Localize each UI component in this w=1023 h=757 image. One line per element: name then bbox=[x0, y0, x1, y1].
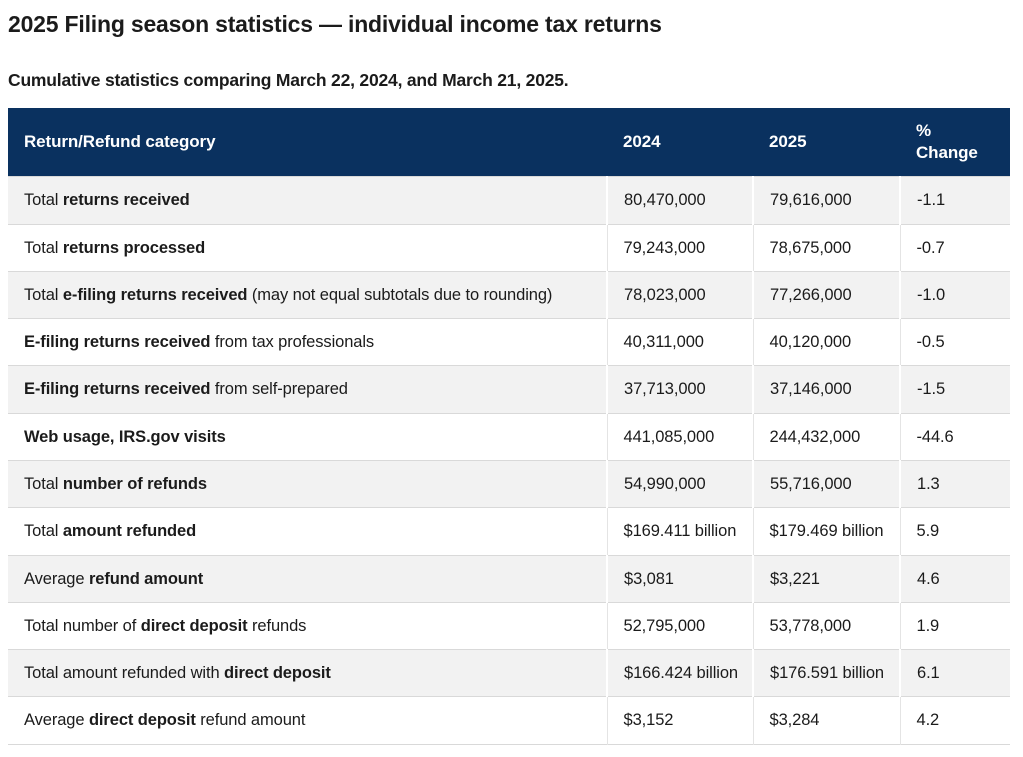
category-cell: Total e-filing returns received (may not… bbox=[8, 270, 607, 319]
category-text-segment: direct deposit bbox=[140, 616, 248, 635]
category-cell: Total returns received bbox=[8, 176, 607, 225]
table-row: Total amount refunded $169.411 billion $17… bbox=[8, 507, 1010, 556]
category-cell: Total number of refunds bbox=[8, 459, 607, 508]
value-2025-cell: 79,616,000 bbox=[752, 176, 900, 225]
percent-change-cell: -1.1 bbox=[899, 176, 1010, 225]
category-text-segment: Total bbox=[24, 475, 63, 493]
category-cell: Total returns processed bbox=[8, 223, 607, 272]
value-2025-cell: $3,221 bbox=[752, 554, 900, 603]
category-text-segment: refunds bbox=[247, 616, 307, 635]
percent-change-cell: 5.9 bbox=[899, 507, 1010, 556]
filing-statistics-table: Return/Refund category 2024 2025 % Chang… bbox=[8, 108, 1010, 745]
category-text-segment: e-filing returns received bbox=[62, 285, 248, 304]
percent-change-cell: 6.1 bbox=[899, 649, 1010, 697]
value-2025-cell: $179.469 billion bbox=[752, 507, 900, 556]
category-cell: Average direct deposit refund amount bbox=[8, 696, 607, 745]
table-header-row: Return/Refund category 2024 2025 % Chang… bbox=[8, 108, 1010, 177]
category-text-segment: Web usage, IRS.gov visits bbox=[24, 427, 226, 446]
value-2025-cell: 77,266,000 bbox=[752, 270, 900, 319]
percent-change-cell: -44.6 bbox=[899, 412, 1010, 461]
value-2025-cell: $176.591 billion bbox=[752, 649, 900, 697]
value-2024-cell: 79,243,000 bbox=[606, 223, 753, 272]
table-row: Total amount refunded with direct deposi… bbox=[8, 649, 1010, 697]
category-cell: Total number of direct deposit refunds bbox=[8, 601, 607, 650]
table-row: Total number of refunds 54,990,000 55,716,… bbox=[8, 459, 1010, 508]
category-text-segment: refund amount bbox=[195, 711, 306, 730]
category-text-segment: number of refunds bbox=[62, 475, 207, 493]
value-2025-cell: $3,284 bbox=[752, 696, 900, 745]
value-2024-cell: 78,023,000 bbox=[606, 270, 753, 319]
category-text-segment: Average bbox=[24, 711, 89, 730]
category-text-segment: Total number of bbox=[24, 616, 141, 635]
table-body: Total returns received 80,470,000 79,616,0… bbox=[8, 176, 1010, 745]
table-row: E-filing returns received from self-prep… bbox=[8, 365, 1010, 414]
value-2024-cell: 37,713,000 bbox=[606, 365, 753, 414]
category-text-segment: Total bbox=[24, 191, 63, 210]
category-cell: Total amount refunded with direct deposi… bbox=[8, 649, 607, 697]
value-2025-cell: 53,778,000 bbox=[752, 601, 900, 650]
category-text-segment: Total amount refunded with bbox=[24, 664, 225, 683]
value-2024-cell: $3,152 bbox=[606, 696, 753, 745]
value-2024-cell: 441,085,000 bbox=[606, 412, 753, 461]
percent-change-cell: -1.0 bbox=[899, 270, 1010, 319]
table-row: Web usage, IRS.gov visits 441,085,000 244,… bbox=[8, 412, 1010, 461]
table-row: Average refund amount $3,081 $3,221 4.6 bbox=[8, 554, 1010, 603]
page-subtitle: Cumulative statistics comparing March 22… bbox=[8, 69, 569, 90]
category-text-segment: Average bbox=[24, 569, 89, 588]
category-text-segment: from self-prepared bbox=[210, 380, 348, 399]
table-row: Total returns processed 79,243,000 78,675,… bbox=[8, 223, 1010, 272]
table-row: Average direct deposit refund amount $3,1… bbox=[8, 696, 1010, 745]
percent-change-cell: -0.5 bbox=[899, 318, 1010, 366]
percent-change-cell: -0.7 bbox=[899, 223, 1010, 272]
category-cell: Web usage, IRS.gov visits bbox=[8, 412, 607, 461]
value-2025-cell: 244,432,000 bbox=[752, 412, 900, 461]
category-text-segment: E-filing returns received bbox=[24, 333, 211, 352]
value-2025-cell: 78,675,000 bbox=[752, 223, 900, 272]
category-text-segment: Total bbox=[24, 285, 63, 304]
value-2025-cell: 55,716,000 bbox=[752, 459, 900, 508]
value-2025-cell: 37,146,000 bbox=[752, 365, 900, 414]
percent-change-cell: 4.2 bbox=[899, 696, 1010, 745]
value-2024-cell: 80,470,000 bbox=[606, 176, 753, 225]
table-row: Total number of direct deposit refunds 52… bbox=[8, 601, 1010, 650]
percent-change-cell: 1.9 bbox=[899, 601, 1010, 650]
category-text-segment: Total bbox=[24, 522, 63, 541]
category-cell: E-filing returns received from tax profe… bbox=[8, 318, 607, 366]
category-text-segment: returns processed bbox=[62, 238, 206, 257]
category-text-segment: from tax professionals bbox=[210, 333, 375, 352]
category-text-segment: Total bbox=[24, 238, 63, 257]
value-2024-cell: $3,081 bbox=[606, 554, 753, 603]
column-header-percent-change: % Change bbox=[900, 108, 1010, 177]
column-header-category: Return/Refund category bbox=[8, 108, 607, 177]
category-text-segment: amount refunded bbox=[62, 522, 197, 541]
table-row: E-filing returns received from tax profe… bbox=[8, 318, 1010, 366]
category-cell: Average refund amount bbox=[8, 554, 607, 603]
value-2024-cell: 52,795,000 bbox=[606, 601, 753, 650]
percent-change-cell: 4.6 bbox=[899, 554, 1010, 603]
table-row: Total returns received 80,470,000 79,616,0… bbox=[8, 176, 1010, 225]
percent-change-cell: 1.3 bbox=[899, 459, 1010, 508]
category-text-segment: direct deposit bbox=[88, 711, 196, 730]
value-2024-cell: 54,990,000 bbox=[606, 459, 753, 508]
category-text-segment: E-filing returns received bbox=[24, 380, 211, 399]
category-text-segment: (may not equal subtotals due to rounding… bbox=[247, 285, 553, 304]
category-text-segment: refund amount bbox=[88, 569, 204, 588]
category-cell: Total amount refunded bbox=[8, 507, 607, 556]
value-2024-cell: $169.411 billion bbox=[606, 507, 753, 556]
value-2024-cell: $166.424 billion bbox=[606, 649, 753, 697]
value-2025-cell: 40,120,000 bbox=[752, 318, 900, 366]
column-header-2025: 2025 bbox=[753, 108, 900, 177]
percent-change-cell: -1.5 bbox=[899, 365, 1010, 414]
column-header-2024: 2024 bbox=[607, 108, 753, 177]
category-cell: E-filing returns received from self-prep… bbox=[8, 365, 607, 414]
table-row: Total e-filing returns received (may not… bbox=[8, 270, 1010, 319]
value-2024-cell: 40,311,000 bbox=[606, 318, 753, 366]
category-text-segment: direct deposit bbox=[224, 664, 331, 683]
category-text-segment: returns received bbox=[62, 191, 190, 210]
page-title: 2025 Filing season statistics — individu… bbox=[8, 11, 662, 37]
